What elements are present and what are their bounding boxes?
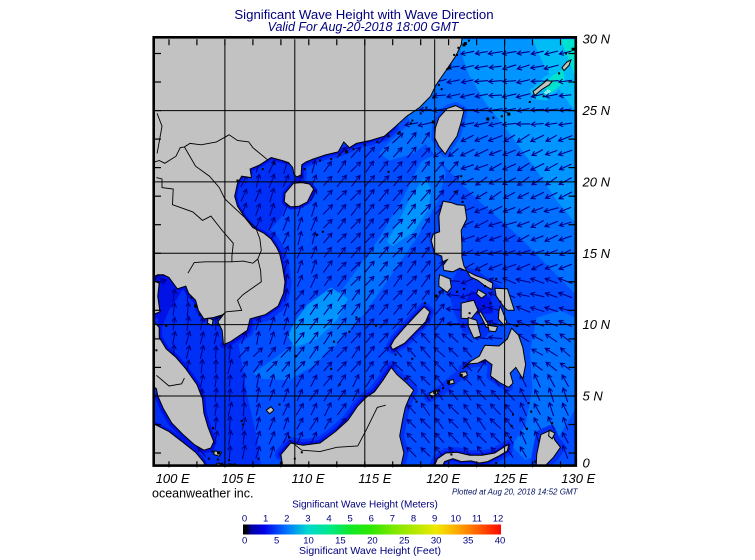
svg-text:Plotted at Aug 20, 2018 14:52: Plotted at Aug 20, 2018 14:52 GMT bbox=[452, 488, 579, 497]
svg-text:0: 0 bbox=[583, 456, 591, 471]
svg-text:3: 3 bbox=[305, 514, 310, 525]
svg-text:9: 9 bbox=[432, 514, 437, 525]
svg-text:15: 15 bbox=[335, 536, 346, 547]
svg-text:4: 4 bbox=[326, 514, 331, 525]
svg-text:10: 10 bbox=[303, 536, 314, 547]
svg-text:10: 10 bbox=[451, 514, 462, 525]
svg-text:5: 5 bbox=[348, 514, 353, 525]
svg-text:1: 1 bbox=[263, 514, 268, 525]
svg-text:0: 0 bbox=[242, 536, 247, 547]
svg-text:110 E: 110 E bbox=[291, 471, 324, 486]
svg-text:oceanweather inc.: oceanweather inc. bbox=[152, 487, 253, 501]
svg-text:10 N: 10 N bbox=[583, 317, 611, 332]
svg-text:25 N: 25 N bbox=[582, 103, 611, 118]
svg-text:125 E: 125 E bbox=[494, 471, 528, 486]
svg-text:30: 30 bbox=[431, 536, 442, 547]
svg-text:Significant Wave Height with W: Significant Wave Height with Wave Direct… bbox=[234, 7, 493, 22]
svg-text:8: 8 bbox=[411, 514, 416, 525]
svg-text:40: 40 bbox=[495, 536, 506, 547]
svg-text:100 E: 100 E bbox=[156, 471, 190, 486]
svg-text:Significant Wave Height (Meter: Significant Wave Height (Meters) bbox=[292, 500, 438, 511]
svg-text:20 N: 20 N bbox=[582, 174, 611, 189]
svg-text:5 N: 5 N bbox=[583, 388, 604, 403]
svg-text:30 N: 30 N bbox=[583, 32, 611, 47]
svg-text:115 E: 115 E bbox=[358, 471, 391, 486]
svg-text:105 E: 105 E bbox=[222, 471, 256, 486]
svg-text:7: 7 bbox=[390, 514, 395, 525]
svg-text:35: 35 bbox=[463, 536, 474, 547]
svg-text:15 N: 15 N bbox=[583, 246, 611, 261]
svg-text:130 E: 130 E bbox=[561, 471, 595, 486]
svg-text:0: 0 bbox=[242, 514, 247, 525]
svg-text:11: 11 bbox=[472, 514, 482, 525]
svg-text:120 E: 120 E bbox=[426, 471, 460, 486]
svg-text:20: 20 bbox=[367, 536, 378, 547]
svg-text:12: 12 bbox=[493, 514, 504, 525]
svg-text:5: 5 bbox=[274, 536, 279, 547]
svg-text:Valid For Aug-20-2018 18:00 GM: Valid For Aug-20-2018 18:00 GMT bbox=[268, 20, 460, 34]
svg-text:2: 2 bbox=[284, 514, 289, 525]
svg-text:6: 6 bbox=[369, 514, 374, 525]
svg-text:Significant Wave Height (Feet): Significant Wave Height (Feet) bbox=[299, 545, 441, 557]
svg-text:25: 25 bbox=[399, 536, 410, 547]
